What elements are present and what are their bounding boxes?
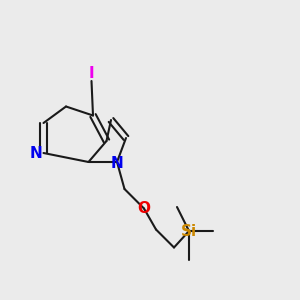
Text: N: N — [111, 156, 123, 171]
Text: I: I — [89, 66, 94, 81]
Text: Si: Si — [181, 224, 197, 238]
Text: O: O — [137, 201, 151, 216]
Text: N: N — [30, 146, 42, 160]
